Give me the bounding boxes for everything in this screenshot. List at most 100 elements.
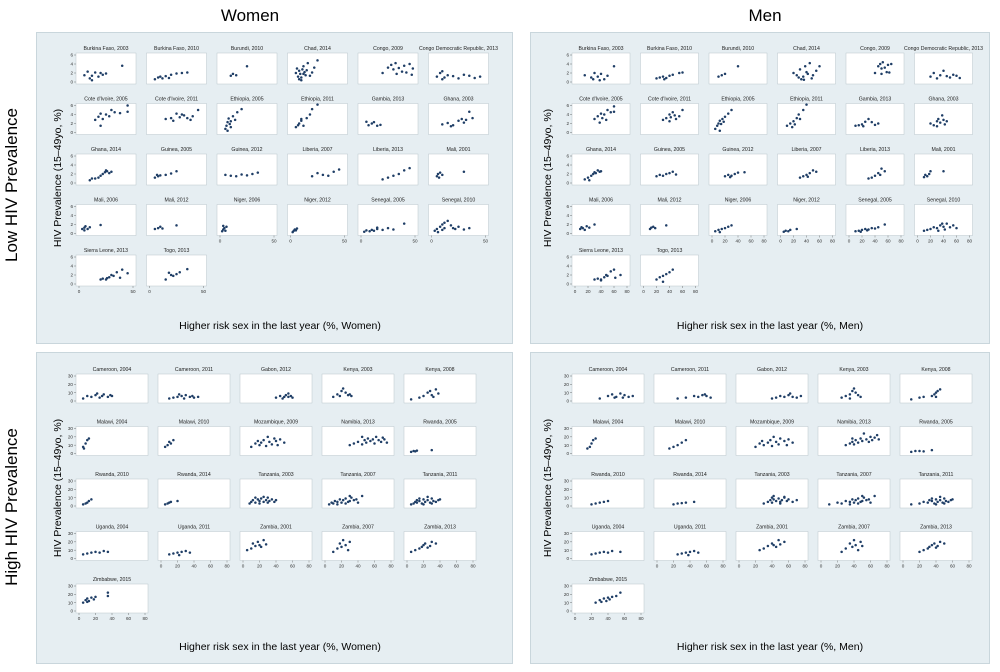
x-tick-label: 0 xyxy=(711,239,714,244)
data-point xyxy=(333,499,337,503)
data-point xyxy=(806,175,810,178)
data-point xyxy=(262,500,265,504)
data-point xyxy=(918,396,921,399)
plot-area xyxy=(571,531,645,561)
data-point xyxy=(937,117,940,121)
data-point xyxy=(283,441,286,444)
data-point xyxy=(873,174,877,178)
data-point xyxy=(603,276,606,279)
data-point xyxy=(462,228,466,231)
data-point xyxy=(770,496,774,499)
x-tick-label: 40 xyxy=(109,616,115,621)
data-point xyxy=(918,502,921,505)
x-tick-label: 80 xyxy=(624,289,630,294)
data-point xyxy=(940,222,944,225)
data-point xyxy=(360,435,364,439)
data-point xyxy=(598,598,601,602)
data-point xyxy=(848,500,852,504)
plot-area xyxy=(735,426,809,456)
plot-area xyxy=(403,531,477,561)
data-point xyxy=(945,74,948,78)
data-point xyxy=(603,78,606,81)
panel-title: Rwanda, 2014 xyxy=(177,472,211,478)
data-point xyxy=(602,550,606,554)
data-point xyxy=(588,445,592,449)
y-tick-label: 0 xyxy=(70,130,73,135)
data-point xyxy=(371,438,375,441)
data-point xyxy=(862,496,866,499)
scatter-panel: Ghana, 2014 0 2 4 6 xyxy=(70,147,137,186)
data-point xyxy=(278,438,282,441)
data-point xyxy=(379,440,383,444)
data-point xyxy=(434,388,438,391)
data-point xyxy=(614,276,617,279)
data-point xyxy=(922,395,925,399)
y-tick-label: 10 xyxy=(68,600,74,605)
panel-title: Uganda, 2011 xyxy=(178,525,210,531)
data-point xyxy=(578,227,582,231)
panel-title: Chad, 2014 xyxy=(304,46,331,52)
plot-area xyxy=(146,254,207,287)
data-point xyxy=(120,268,124,271)
data-point xyxy=(438,498,442,501)
y-tick-label: 6 xyxy=(566,103,569,108)
data-point xyxy=(446,219,449,223)
data-point xyxy=(360,494,364,498)
x-axis-label-high-men: Higher risk sex in the last year (%, Men… xyxy=(676,641,864,653)
x-tick-label: 20 xyxy=(753,564,759,569)
panel-title: Ghana, 2003 xyxy=(929,97,959,103)
data-point xyxy=(188,551,192,554)
plot-area xyxy=(157,478,231,509)
data-point xyxy=(164,278,167,281)
data-point xyxy=(810,77,813,80)
panel-title: Ethiopia, 2005 xyxy=(230,97,263,103)
data-point xyxy=(81,503,85,506)
data-point xyxy=(952,73,955,77)
scatter-panel: Uganda, 2004 0 10 20 30 xyxy=(564,525,645,561)
data-point xyxy=(870,176,873,179)
data-point xyxy=(774,545,778,549)
x-tick-label: 80 xyxy=(720,564,726,569)
data-point xyxy=(602,500,606,504)
data-point xyxy=(929,170,932,173)
data-point xyxy=(937,229,940,233)
data-point xyxy=(671,268,674,271)
panel-title: Senegal, 2010 xyxy=(442,198,476,204)
y-tick-label: 0 xyxy=(566,130,569,135)
x-tick-label: 0 xyxy=(916,239,919,244)
data-point xyxy=(409,550,413,554)
data-point xyxy=(352,498,356,502)
data-point xyxy=(599,112,603,115)
data-point xyxy=(754,445,757,449)
x-tick-label: 80 xyxy=(306,564,312,569)
data-point xyxy=(298,72,302,76)
data-point xyxy=(770,444,774,448)
data-point xyxy=(164,74,167,78)
scatter-panel: Rwanda, 2010 0 10 20 30 xyxy=(564,472,645,509)
data-point xyxy=(788,392,792,395)
data-point xyxy=(862,124,865,128)
data-point xyxy=(178,271,181,274)
y-tick-label: 6 xyxy=(70,204,73,209)
data-point xyxy=(840,502,843,505)
data-point xyxy=(297,122,301,125)
data-point xyxy=(772,498,775,501)
data-point xyxy=(405,71,408,74)
plot-area xyxy=(640,103,699,135)
y-tick-label: 4 xyxy=(566,213,569,218)
data-point xyxy=(184,549,187,553)
data-point xyxy=(922,548,925,552)
data-point xyxy=(102,549,105,553)
data-point xyxy=(451,124,455,127)
data-point xyxy=(714,127,717,131)
data-point xyxy=(715,124,719,127)
y-tick-label: 30 xyxy=(564,374,570,379)
data-point xyxy=(840,396,843,399)
data-point xyxy=(793,123,797,126)
data-point xyxy=(672,503,675,506)
data-point xyxy=(418,396,421,399)
data-point xyxy=(226,120,229,124)
x-tick-label: 20 xyxy=(859,239,865,244)
panel-title: Mali, 2001 xyxy=(932,147,956,153)
panel-title: Malawi, 2010 xyxy=(179,420,210,426)
